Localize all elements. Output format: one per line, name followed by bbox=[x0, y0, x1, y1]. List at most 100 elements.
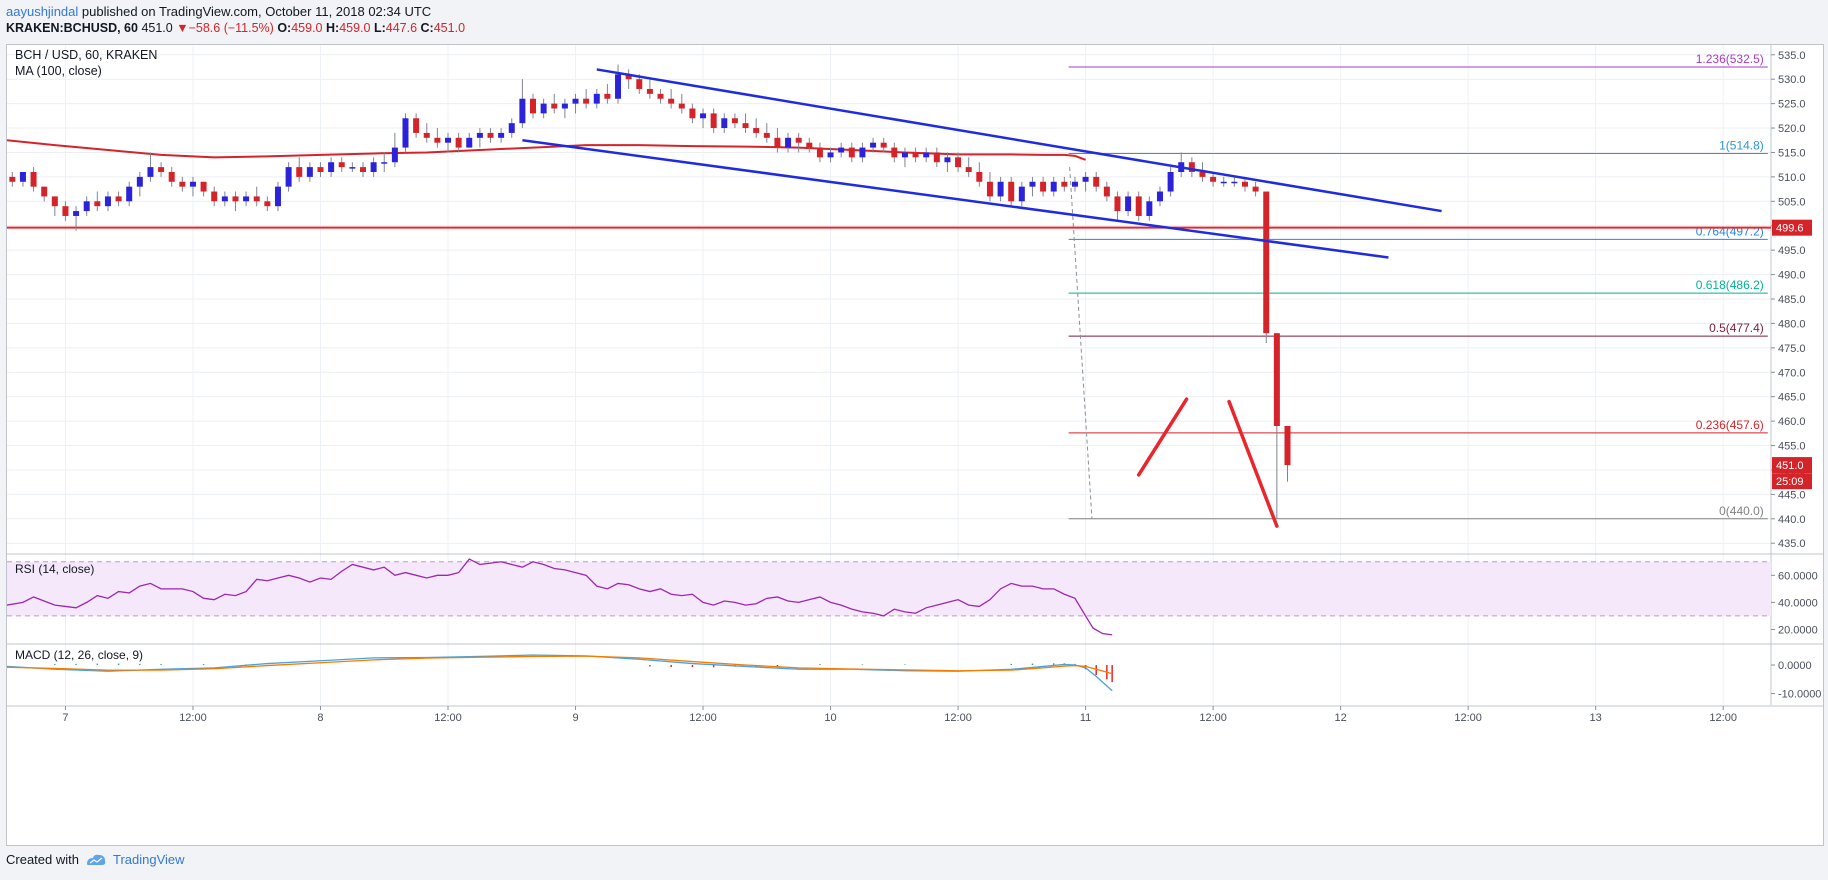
candle-up bbox=[306, 167, 313, 177]
rsi-tick-label: 60.0000 bbox=[1778, 570, 1818, 582]
candle-down bbox=[94, 201, 101, 207]
candle-up bbox=[721, 118, 728, 129]
price-tick-label: 510.0 bbox=[1778, 172, 1806, 184]
candle-up bbox=[1082, 176, 1089, 182]
candle-down bbox=[530, 98, 537, 114]
candle-down bbox=[646, 88, 653, 94]
candle-down bbox=[1040, 181, 1047, 192]
candle-down bbox=[955, 157, 962, 168]
candle-down bbox=[296, 167, 303, 177]
candle-up bbox=[402, 118, 409, 148]
macd-tick-label: -10.0000 bbox=[1778, 689, 1821, 701]
candle-up bbox=[1050, 181, 1057, 192]
tradingview-link[interactable]: TradingView bbox=[112, 852, 185, 867]
candle-down bbox=[359, 167, 366, 172]
price-tick-label: 505.0 bbox=[1778, 196, 1806, 208]
dashed-trend-line bbox=[1069, 167, 1093, 519]
candle-up bbox=[328, 162, 335, 172]
price-tick-label: 485.0 bbox=[1778, 294, 1806, 306]
channel-line-upper bbox=[596, 68, 1442, 213]
price-tick-label: 435.0 bbox=[1778, 538, 1806, 550]
candle-down bbox=[1008, 181, 1015, 202]
candle-up bbox=[572, 98, 579, 104]
candle-up bbox=[1231, 181, 1238, 184]
candle-down bbox=[965, 167, 972, 172]
candle-down bbox=[657, 93, 664, 99]
price-tag-box bbox=[1772, 219, 1812, 236]
candle-down bbox=[41, 186, 48, 197]
candle-down bbox=[9, 176, 16, 182]
candle-down bbox=[583, 98, 590, 104]
candle-down bbox=[710, 113, 717, 129]
candle-down bbox=[338, 162, 345, 168]
candle-up bbox=[104, 196, 111, 207]
chart-title: BCH / USD, 60, KRAKEN bbox=[15, 48, 157, 62]
candle-up bbox=[73, 211, 80, 216]
projection-arrow-line bbox=[1227, 399, 1279, 528]
fib-level-label: 0.236(457.6) bbox=[1696, 418, 1764, 432]
price-change: −58.6 (−11.5%) bbox=[188, 21, 274, 35]
down-arrow-icon: ▼ bbox=[176, 21, 189, 35]
time-tick-label: 13 bbox=[1590, 712, 1602, 724]
candle-up bbox=[466, 137, 473, 148]
candle-down bbox=[253, 196, 260, 202]
macd-tick-label: 0.0000 bbox=[1778, 660, 1812, 672]
close-label: C: bbox=[420, 21, 434, 35]
author-link[interactable]: aayushjindal bbox=[6, 4, 79, 19]
created-with-text: Created with bbox=[6, 852, 79, 867]
candle-up bbox=[827, 152, 834, 158]
candle-up bbox=[19, 172, 26, 182]
candle-down bbox=[1284, 426, 1291, 466]
published-text: published on TradingView.com, October 11… bbox=[81, 4, 432, 19]
candle-down bbox=[1263, 191, 1270, 334]
candle-down bbox=[413, 118, 420, 133]
rsi-legend: RSI (14, close) bbox=[15, 562, 94, 576]
candle-up bbox=[445, 137, 451, 143]
time-tick-label: 8 bbox=[317, 712, 323, 724]
price-tick-label: 525.0 bbox=[1778, 99, 1806, 111]
time-tick-label: 12:00 bbox=[944, 712, 972, 724]
candle-down bbox=[434, 137, 441, 143]
fib-level-label: 0.618(486.2) bbox=[1696, 278, 1764, 292]
symbol-label: KRAKEN:BCHUSD, 60 bbox=[6, 21, 138, 35]
ma-100-line bbox=[7, 139, 1086, 161]
price-tag-label: 25:09 bbox=[1776, 476, 1804, 488]
time-tick-label: 12:00 bbox=[1199, 712, 1227, 724]
candle-up bbox=[901, 152, 908, 158]
chart-panel[interactable]: 1.236(532.5) 1(514.8) 0.764(497.2) 0.618(48… bbox=[6, 44, 1824, 846]
high-label: H: bbox=[325, 21, 340, 35]
price-tag-label: 499.6 bbox=[1776, 223, 1804, 235]
candle-down bbox=[1199, 172, 1206, 177]
candle-down bbox=[816, 147, 823, 158]
candle-down bbox=[1114, 196, 1121, 212]
high-value: 459.0 bbox=[339, 21, 371, 35]
candle-up bbox=[391, 147, 398, 163]
time-tick-label: 9 bbox=[572, 712, 578, 724]
candle-up bbox=[1146, 201, 1153, 216]
time-tick-label: 7 bbox=[62, 712, 68, 724]
candle-up bbox=[285, 167, 292, 187]
low-value: 447.6 bbox=[385, 21, 418, 35]
candle-up bbox=[189, 181, 196, 187]
candle-down bbox=[1252, 186, 1259, 192]
price-tick-label: 460.0 bbox=[1778, 416, 1806, 428]
candle-down bbox=[1188, 162, 1195, 172]
time-tick-label: 10 bbox=[824, 712, 836, 724]
last-price: 451.0 bbox=[141, 21, 173, 35]
time-tick-label: 12:00 bbox=[1454, 712, 1482, 724]
candle-down bbox=[1241, 181, 1248, 187]
time-tick-label: 11 bbox=[1080, 712, 1091, 724]
candle-down bbox=[689, 108, 696, 119]
rsi-tick-label: 40.0000 bbox=[1778, 597, 1818, 609]
candle-up bbox=[593, 93, 600, 104]
candle-down bbox=[604, 93, 611, 99]
candle-down bbox=[1210, 176, 1217, 182]
candle-down bbox=[423, 132, 430, 138]
candle-up bbox=[243, 196, 250, 202]
fib-level-label: 1(514.8) bbox=[1719, 138, 1764, 152]
candle-up bbox=[83, 201, 90, 212]
chart-canvas[interactable]: 1.236(532.5) 1(514.8) 0.764(497.2) 0.618(48… bbox=[7, 45, 1823, 845]
candle-down bbox=[30, 172, 37, 187]
candle-down bbox=[51, 196, 58, 207]
candle-up bbox=[147, 167, 154, 177]
